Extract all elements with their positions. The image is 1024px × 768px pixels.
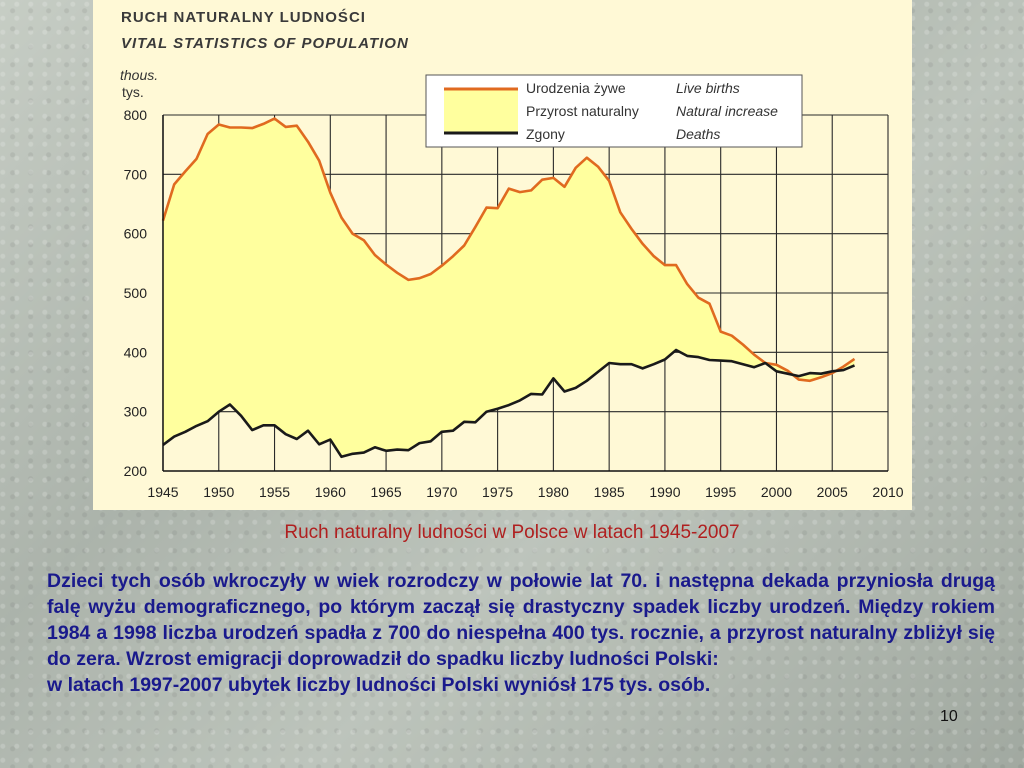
x-tick-label-1985: 1985 [594,484,625,500]
y-tick-label-700: 700 [124,166,148,182]
plot-frame [162,115,888,472]
x-tick-label-1960: 1960 [315,484,346,500]
x-tick-label-2000: 2000 [761,484,792,500]
series-line-deaths [162,348,856,459]
legend-label-deaths-en: Deaths [676,126,720,142]
natural-increase-area [163,118,855,457]
y-tick-labels: 200 300 400 500 600 700 800 [124,107,148,479]
legend: Urodzenia żywe Live births Przyrost natu… [425,74,803,148]
x-tick-label-1965: 1965 [370,484,401,500]
x-tick-label-1980: 1980 [538,484,569,500]
chart-subtitle: VITAL STATISTICS OF POPULATION [121,35,409,52]
y-tick-label-200: 200 [124,463,148,479]
x-tick-label-1970: 1970 [426,484,457,500]
y-tick-label-600: 600 [124,226,148,242]
y-tick-label-300: 300 [124,404,148,420]
x-tick-label-2005: 2005 [817,484,848,500]
y-tick-label-800: 800 [124,107,148,123]
legend-label-natural-increase-pl: Przyrost naturalny [526,103,639,119]
body-text: Dzieci tych osób wkroczyły w wiek rozrod… [47,568,995,698]
page-number: 10 [940,708,958,725]
body-paragraph-2: w latach 1997-2007 ubytek liczby ludnośc… [47,674,711,696]
x-tick-label-1945: 1945 [147,484,178,500]
legend-label-live-births-en: Live births [676,80,740,96]
x-tick-label-1995: 1995 [705,484,736,500]
legend-label-deaths-pl: Zgony [526,126,565,142]
unit-label-en: thous. [120,67,158,83]
y-tick-label-400: 400 [124,344,148,360]
legend-label-live-births-pl: Urodzenia żywe [526,80,626,96]
chart-caption: Ruch naturalny ludności w Polsce w latac… [284,522,740,543]
chart-svg: RUCH NATURALNY LUDNOŚCI VITAL STATISTICS… [120,8,904,500]
y-tick-label-500: 500 [124,285,148,301]
chart-title: RUCH NATURALNY LUDNOŚCI [121,8,366,26]
x-tick-label-2010: 2010 [872,484,903,500]
unit-label-pl: tys. [122,84,144,100]
chart-panel: RUCH NATURALNY LUDNOŚCI VITAL STATISTICS… [93,0,912,510]
series-line-live-births [161,117,856,383]
x-tick-label-1990: 1990 [649,484,680,500]
x-tick-label-1950: 1950 [203,484,234,500]
legend-label-natural-increase-en: Natural increase [676,103,778,119]
x-tick-label-1955: 1955 [259,484,290,500]
x-tick-labels: 1945 1950 1955 1960 1965 1970 1975 1980 1985 1990… [147,484,903,500]
x-tick-label-1975: 1975 [482,484,513,500]
legend-swatch-natural-increase [444,89,518,133]
body-paragraph-1: Dzieci tych osób wkroczyły w wiek rozrod… [47,570,995,670]
